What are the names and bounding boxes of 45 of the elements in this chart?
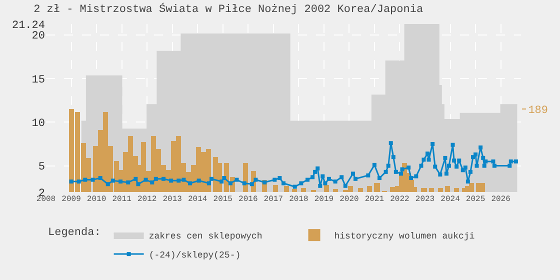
bar: [445, 186, 450, 192]
y2-tick-label: 189: [528, 104, 548, 117]
x-tick-label: 2008: [36, 195, 56, 204]
bar: [374, 183, 380, 192]
x-tick-label: 2014: [188, 195, 208, 204]
y-tick-label: 15: [32, 74, 45, 86]
y-tick-label: 21.24: [12, 20, 46, 32]
bar: [390, 187, 395, 192]
legend-label: zakres cen sklepowych: [148, 232, 262, 242]
bar: [333, 189, 338, 192]
bar: [301, 188, 306, 192]
bar: [454, 188, 459, 192]
x-tick-label: 2023: [415, 195, 435, 204]
bar: [421, 188, 427, 192]
bar: [284, 186, 289, 192]
x-tick-label: 2022: [390, 195, 410, 204]
legend-title: Legenda:: [48, 226, 101, 239]
x-tick-label: 2018: [289, 195, 308, 204]
x-tick-label: 2010: [86, 195, 106, 204]
bar: [429, 188, 434, 192]
bar: [273, 185, 278, 192]
x-tick-label: 2026: [491, 195, 511, 204]
x-tick-label: 2012: [137, 195, 157, 204]
x-tick-label: 2009: [62, 195, 82, 204]
x-tick-label: 2021: [364, 195, 384, 204]
bar: [469, 183, 474, 192]
bar: [438, 188, 443, 192]
y-tick-label: 5: [38, 162, 45, 174]
x-tick-label: 2015: [213, 195, 233, 204]
x-tick-label: 2019: [314, 195, 334, 204]
x-tick-label: 2020: [340, 195, 359, 204]
legend-label: historyczny wolumen aukcji: [334, 232, 475, 242]
x-tick-label: 2024: [440, 195, 460, 204]
x-tick-label: 2025: [466, 195, 486, 204]
y-tick-label: 10: [32, 118, 45, 130]
bar: [358, 188, 363, 192]
chart-title: 2 zł - Mistrzostwa Świata w Piłce Nożnej 2002 Korea/Japonia: [34, 2, 424, 16]
y-tick-label: 20: [32, 30, 45, 43]
bar: [367, 186, 372, 192]
x-tick-label: 2016: [238, 195, 258, 204]
x-tick-label: 2017: [264, 195, 284, 204]
x-tick-label: 2011: [112, 195, 132, 204]
bar: [480, 183, 485, 192]
legend-label: (-24)/sklepy(25-): [148, 250, 241, 261]
x-tick-label: 2013: [162, 195, 182, 204]
